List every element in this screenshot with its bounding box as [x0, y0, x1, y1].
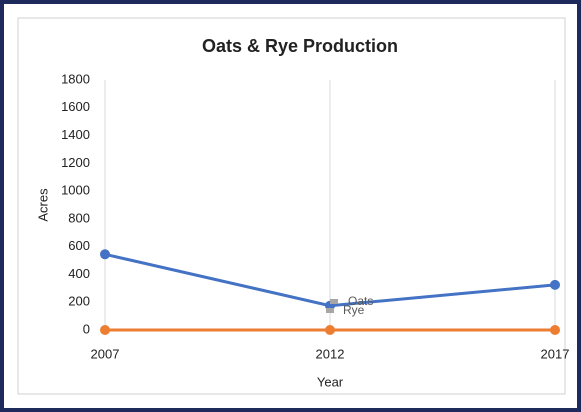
y-tick-label: 1800	[61, 71, 90, 86]
legend-marker	[330, 299, 338, 304]
y-tick-label: 400	[68, 266, 90, 281]
x-tick-label: 2012	[316, 346, 345, 361]
data-point	[100, 325, 110, 335]
y-tick-label: 1400	[61, 127, 90, 142]
x-tick-label: 2007	[91, 346, 120, 361]
y-tick-label: 1200	[61, 155, 90, 170]
data-point	[325, 325, 335, 335]
y-axis-label: Acres	[35, 188, 50, 222]
y-tick-label: 600	[68, 238, 90, 253]
data-point	[550, 325, 560, 335]
y-tick-label: 800	[68, 210, 90, 225]
y-tick-label: 1600	[61, 99, 90, 114]
data-point	[550, 279, 560, 290]
y-tick-label: 1000	[61, 183, 90, 198]
legend-label: Rye	[343, 303, 365, 317]
x-axis-label: Year	[317, 374, 344, 389]
x-tick-label: 2017	[541, 346, 570, 361]
y-tick-label: 200	[68, 294, 90, 309]
legend-label: Oats	[348, 294, 373, 308]
chart-area	[17, 17, 566, 395]
legend-marker	[326, 308, 334, 313]
y-tick-label: 0	[83, 321, 90, 336]
chart-title: Oats & Rye Production	[202, 36, 398, 56]
data-point	[100, 249, 110, 260]
